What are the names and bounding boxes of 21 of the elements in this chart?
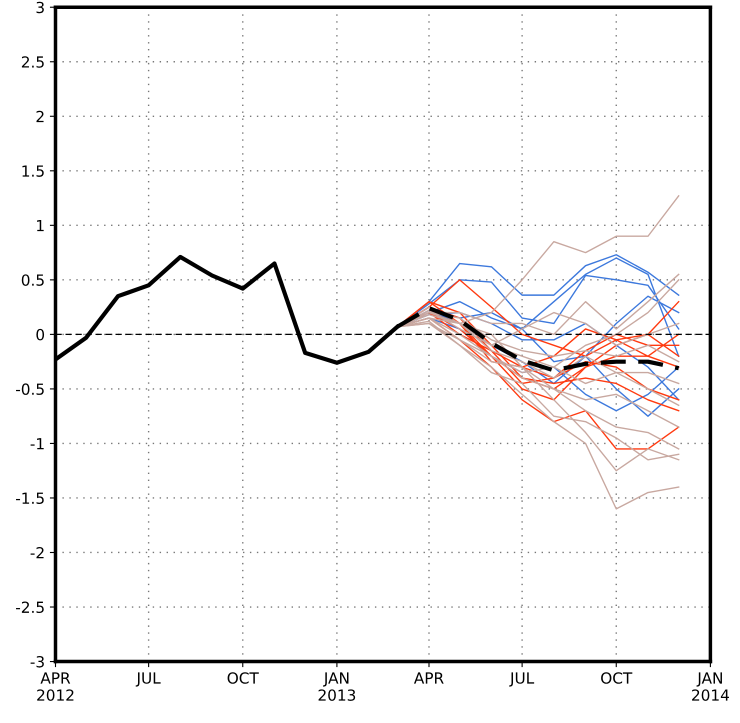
y-tick-label: 1 — [37, 220, 44, 232]
y-tick-label: -2.5 — [16, 601, 44, 614]
y-tick-label: -3 — [30, 656, 44, 668]
y-tick-label: -0.5 — [16, 383, 44, 395]
x-tick-label: APR — [414, 672, 444, 684]
x-tick-label: JUL — [509, 672, 534, 687]
x-tick-label: JUL — [136, 672, 161, 687]
x-tick-label: OCT — [601, 672, 632, 684]
y-tick-label: -2 — [30, 546, 44, 558]
y-tick-label: 0.5 — [22, 274, 44, 286]
x-tick-label: OCT — [228, 672, 259, 684]
y-tick-label: 0 — [36, 328, 44, 340]
y-tick-label: 1.5 — [22, 165, 44, 177]
y-tick-label: 2.5 — [22, 56, 44, 68]
x-tick-label: JAN 2014 — [692, 672, 729, 701]
y-tick-label: -1 — [30, 438, 44, 450]
x-tick-label: APR 2012 — [37, 672, 74, 701]
y-tick-label: 2 — [36, 110, 44, 122]
y-tick-label: 3 — [36, 2, 44, 14]
y-tick-label: -1.5 — [16, 492, 44, 504]
x-tick-label: JAN 2013 — [318, 672, 356, 701]
